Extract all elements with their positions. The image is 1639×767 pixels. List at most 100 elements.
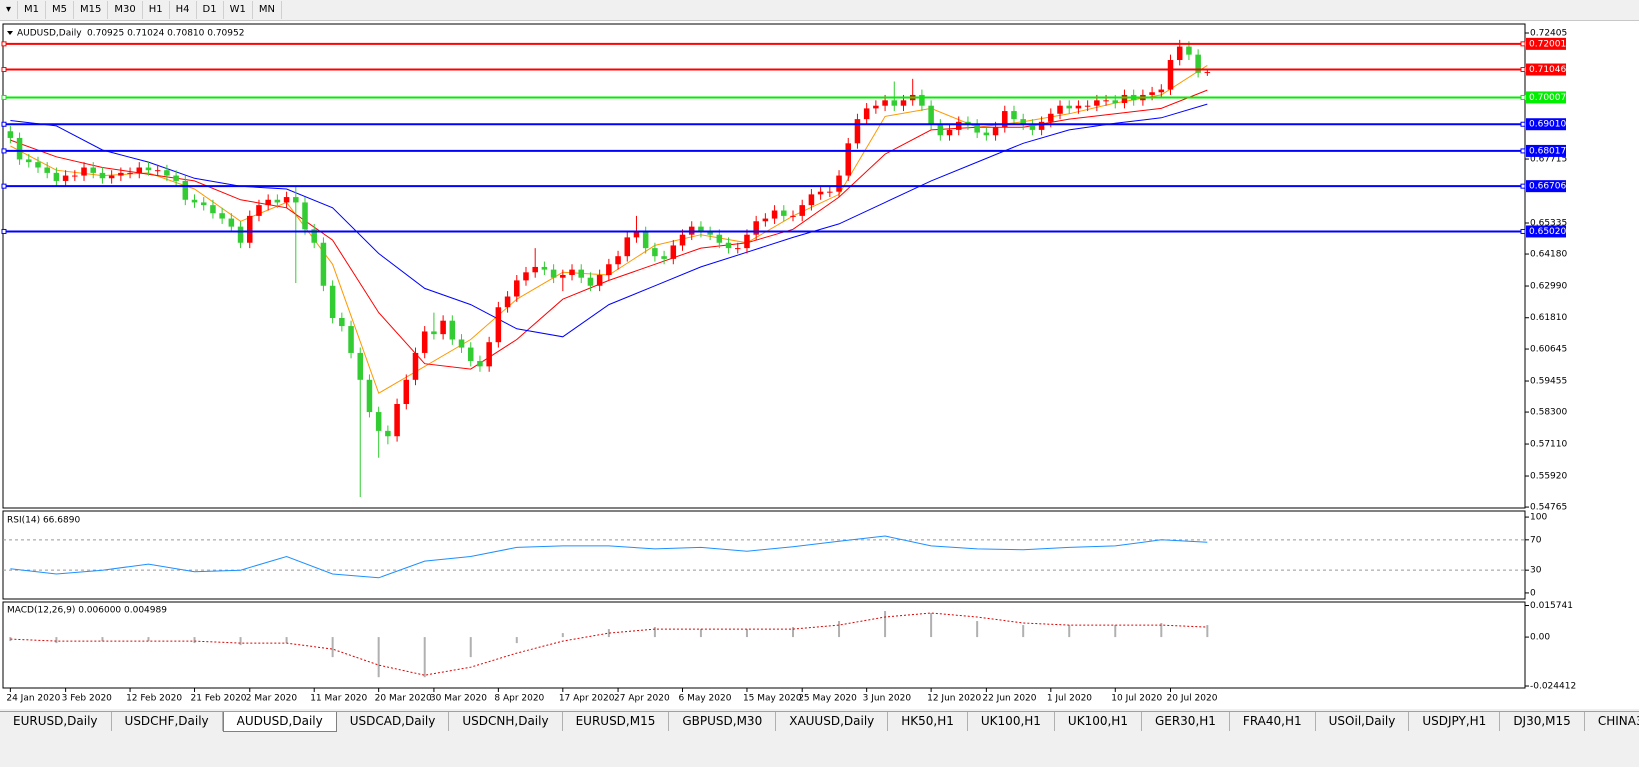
level-label-box (1526, 225, 1566, 238)
candle-body (624, 237, 631, 257)
candle-body (955, 121, 962, 130)
symbol-tab[interactable]: HK50,H1 (888, 712, 968, 731)
indicator-line (10, 103, 1208, 338)
candle-body (504, 296, 511, 308)
candle-body (145, 167, 152, 171)
level-handle (1520, 67, 1526, 73)
candle-body (596, 275, 603, 286)
level-handle (1, 94, 7, 100)
candle-body (99, 172, 106, 179)
dropdown[interactable]: ▾ (0, 1, 19, 19)
candle-body (1167, 60, 1174, 90)
chart-title: AUDUSD,Daily (17, 29, 82, 39)
candle-body (127, 172, 133, 174)
symbol-tab[interactable]: XAUUSD,Daily (776, 712, 889, 731)
symbol-tab[interactable]: USDJPY,H1 (1409, 712, 1501, 731)
y-tick-label: 0.72405 (1530, 29, 1567, 39)
candle-body (265, 199, 271, 206)
candle-body (992, 127, 999, 136)
candle-body (661, 256, 667, 259)
candle-body (1158, 89, 1165, 93)
x-tick-label: 25 May 2020 (798, 694, 857, 704)
candle-body (1149, 92, 1155, 95)
symbol-tab[interactable]: UK100,H1 (968, 712, 1055, 731)
candle-body (1038, 121, 1045, 130)
y-tick-label: 30 (1530, 566, 1542, 576)
candle-body (1011, 111, 1017, 120)
candle-body (467, 347, 474, 361)
timeframe-button[interactable]: M15 (74, 1, 109, 19)
candle-body (615, 256, 621, 265)
level-label: 0.69010 (1529, 120, 1566, 130)
level-label-box (1526, 118, 1566, 131)
candle-body (228, 218, 235, 227)
symbol-tab[interactable]: GER30,H1 (1142, 712, 1230, 731)
candle-body (477, 360, 483, 367)
level-label-box (1526, 180, 1566, 193)
symbol-tab[interactable]: USOil,Daily (1316, 712, 1410, 731)
symbol-tab[interactable]: DJ30,M15 (1500, 712, 1585, 731)
candle-body (53, 172, 60, 181)
candle-body (836, 175, 842, 192)
candle-body (320, 242, 327, 286)
candle-body (790, 215, 796, 217)
timeframe-button[interactable]: H4 (170, 1, 197, 19)
candle-body (458, 339, 465, 348)
candle-body (173, 175, 179, 181)
timeframe-button[interactable]: M5 (46, 1, 75, 19)
level-handle (1520, 183, 1526, 189)
candle-body (440, 320, 446, 335)
candle-body (1084, 105, 1091, 107)
candle-body (762, 218, 769, 222)
symbol-tab[interactable]: AUDUSD,Daily (222, 712, 337, 732)
candle-body (532, 266, 538, 273)
y-tick-label: 0.64180 (1530, 250, 1567, 260)
title-arrow (7, 31, 13, 35)
candle-body (339, 318, 345, 327)
candle-body (44, 167, 50, 173)
candle-body (302, 202, 308, 230)
timeframe-button[interactable]: D1 (197, 1, 224, 19)
candle-body (1176, 46, 1183, 61)
y-tick-label: 0.55920 (1530, 472, 1567, 482)
candle-body (1048, 113, 1054, 122)
candle-body (449, 320, 456, 340)
timeframe-button[interactable]: H1 (143, 1, 170, 19)
level-label-box (1526, 63, 1566, 76)
y-tick-label: 0 (1530, 588, 1536, 598)
candle-body (1103, 100, 1109, 102)
x-tick-label: 12 Jun 2020 (927, 694, 981, 704)
x-tick-label: 6 May 2020 (679, 694, 732, 704)
candle-body (210, 205, 216, 214)
candle-body (403, 379, 410, 404)
ohlc-text: 0.70925 0.71024 0.70810 0.70952 (87, 29, 244, 39)
symbol-tab[interactable]: FRA40,H1 (1230, 712, 1316, 731)
y-tick-label: 0.58300 (1530, 408, 1567, 418)
candle-body (845, 143, 852, 176)
x-tick-label: 10 Jul 2020 (1111, 694, 1162, 704)
symbol-tab[interactable]: EURUSD,Daily (0, 712, 112, 731)
timeframe-button[interactable]: M1 (18, 1, 47, 19)
candle-body (1195, 54, 1201, 73)
symbol-tab[interactable]: CHINA300,H4 (1585, 712, 1639, 731)
candle-body (734, 248, 741, 250)
timeframe-button[interactable]: W1 (224, 1, 253, 19)
symbol-tab[interactable]: USDCNH,Daily (449, 712, 563, 731)
y-tick-label: 0.60645 (1530, 345, 1567, 355)
candle-body (965, 121, 971, 125)
symbol-tab[interactable]: UK100,H1 (1055, 712, 1142, 731)
level-label: 0.70007 (1529, 93, 1566, 103)
symbol-tab[interactable]: USDCHF,Daily (112, 712, 223, 731)
symbol-tab[interactable]: USDCAD,Daily (337, 712, 450, 731)
candle-body (191, 199, 198, 203)
candle-body (283, 197, 290, 203)
candle-body (81, 167, 87, 176)
timeframe-button[interactable]: MN (253, 1, 282, 19)
symbol-tab[interactable]: EURUSD,M15 (563, 712, 670, 731)
symbol-tab[interactable]: GBPUSD,M30 (669, 712, 777, 731)
candle-body (808, 194, 815, 206)
candle-body (1075, 105, 1082, 109)
x-tick-label: 3 Jun 2020 (863, 694, 912, 704)
timeframe-button[interactable]: M30 (108, 1, 143, 19)
